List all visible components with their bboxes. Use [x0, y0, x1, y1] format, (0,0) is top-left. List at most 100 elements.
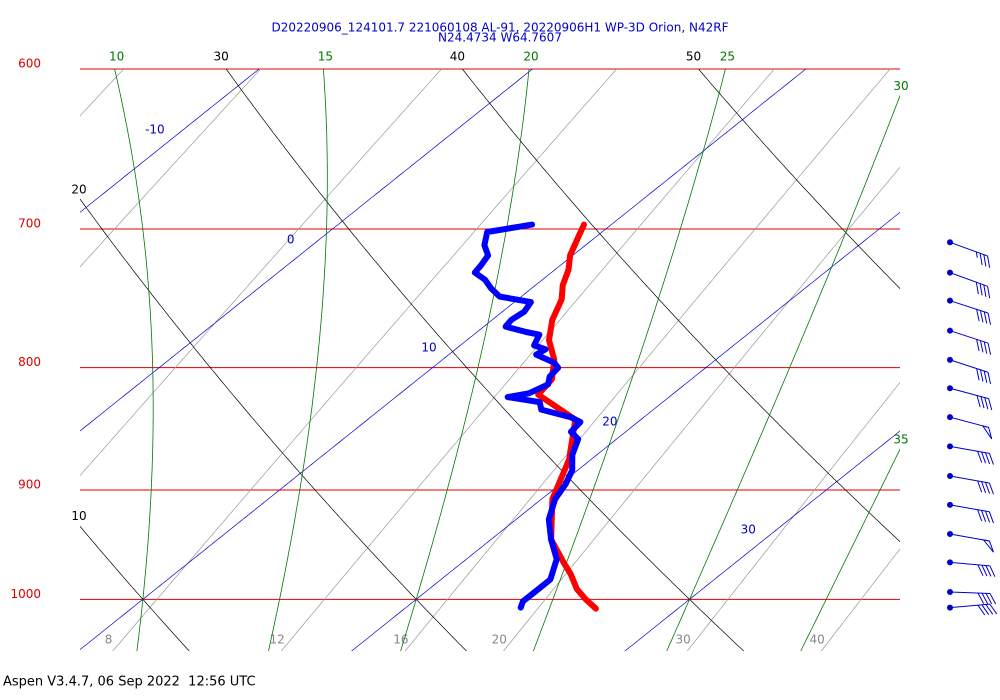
moist-adiabat-label: 30: [893, 79, 908, 93]
wind-barb: [947, 589, 997, 605]
barb-full: [989, 565, 996, 577]
barb-full: [979, 340, 984, 353]
barb-full: [983, 370, 988, 383]
mixing-ratio-line: [112, 69, 617, 651]
isobar-label: 800: [18, 355, 41, 369]
barb-full: [980, 396, 985, 409]
wind-barb: [947, 356, 992, 385]
isobar-label: 700: [18, 217, 41, 231]
dry-adiabat-label: 10: [71, 509, 86, 523]
dry-adiabat: [461, 69, 900, 543]
moist-adiabat-label: 25: [720, 50, 735, 64]
isotherm: [80, 69, 534, 432]
barb-pennant: [981, 425, 993, 440]
barb-shaft: [949, 241, 988, 257]
barb-full: [975, 282, 979, 295]
moist-adiabat-label: 15: [318, 50, 333, 64]
moist-adiabat: [400, 69, 530, 651]
barb-full: [984, 482, 991, 494]
barb-full: [988, 398, 993, 411]
moist-adiabat: [114, 69, 154, 651]
barb-full: [985, 565, 992, 577]
barb-full: [981, 564, 988, 577]
barb-full: [987, 255, 991, 268]
mixing-ratio-line: [404, 69, 891, 651]
moist-adiabat: [268, 69, 328, 651]
mixing-ratio-line: [820, 548, 900, 651]
moist-adiabat-label: 10: [109, 50, 124, 64]
barb-full: [977, 509, 983, 522]
barb-full: [977, 564, 984, 576]
barb-full: [988, 511, 994, 524]
barb-full: [988, 482, 994, 495]
moist-adiabat: [800, 448, 900, 651]
chart-title: D20220906_124101.7 221060108 AL-91, 2022…: [271, 21, 728, 35]
mixing-ratio-line: [80, 69, 442, 477]
barb-full: [981, 451, 987, 464]
mixing-ratio-label: 16: [393, 633, 408, 647]
mixing-ratio-label: 40: [809, 633, 824, 647]
barb-full: [979, 310, 984, 323]
barb-full: [979, 253, 983, 266]
isotherm-label: 20: [602, 415, 617, 429]
barb-full: [985, 604, 994, 615]
footer: Aspen V3.4.7, 06 Sep 2022 12:56 UTC: [3, 675, 256, 690]
wind-barb: [947, 501, 994, 524]
barb-full: [987, 312, 992, 325]
isotherm: [80, 69, 807, 651]
mixing-ratio-line: [686, 382, 900, 651]
barb-full: [976, 309, 980, 322]
barb-full: [984, 397, 989, 410]
barb-full: [981, 510, 987, 522]
barb-full: [987, 372, 992, 385]
mixing-ratio-line: [80, 69, 262, 268]
dry-adiabat-label: 20: [71, 182, 86, 196]
moist-adiabat-label: 20: [523, 50, 538, 64]
wind-barb: [947, 559, 996, 577]
isotherm-label: 10: [421, 341, 436, 355]
barb-shaft: [949, 359, 989, 373]
wind-barb: [947, 385, 993, 411]
wind-barb: [947, 269, 991, 299]
isotherm: [624, 430, 900, 651]
isotherm-label: 30: [741, 523, 756, 537]
moist-adiabat: [532, 69, 726, 651]
barb-shaft: [949, 445, 990, 454]
mixing-ratio-label: 30: [675, 633, 690, 647]
wind-barb: [947, 239, 991, 268]
isobar-label: 1000: [10, 587, 41, 601]
barb-pennant: [982, 539, 994, 553]
wind-barb: [947, 297, 992, 325]
mixing-ratio-label: 12: [269, 633, 284, 647]
barb-full: [977, 451, 983, 463]
barb-full: [977, 592, 985, 604]
barb-shaft: [949, 603, 990, 609]
barb-full: [976, 395, 981, 408]
isotherm-label: -10: [145, 123, 165, 137]
wind-barb: [947, 603, 998, 616]
barb-full: [977, 480, 983, 493]
barb-shaft: [949, 504, 990, 513]
barb-full: [983, 341, 988, 354]
barb-full: [985, 593, 993, 605]
barb-full: [981, 481, 987, 494]
barb-full: [984, 452, 991, 465]
barb-full: [981, 592, 989, 604]
wind-barb: [947, 414, 993, 440]
barb-full: [979, 369, 984, 382]
barb-full: [989, 603, 998, 615]
dry-adiabat-label: 40: [450, 50, 465, 64]
isotherm: [351, 211, 900, 651]
isobar-label: 600: [18, 57, 41, 71]
dry-adiabat: [225, 69, 745, 651]
barb-full: [983, 284, 987, 297]
barb-shaft: [949, 561, 990, 567]
mixing-ratio-label: 20: [492, 633, 507, 647]
dry-adiabat: [80, 198, 467, 651]
wind-barb: [947, 531, 994, 553]
barb-full: [983, 311, 988, 324]
barb-full: [984, 510, 991, 523]
dry-adiabat-label: 30: [214, 50, 229, 64]
isobar-label: 900: [18, 477, 41, 491]
